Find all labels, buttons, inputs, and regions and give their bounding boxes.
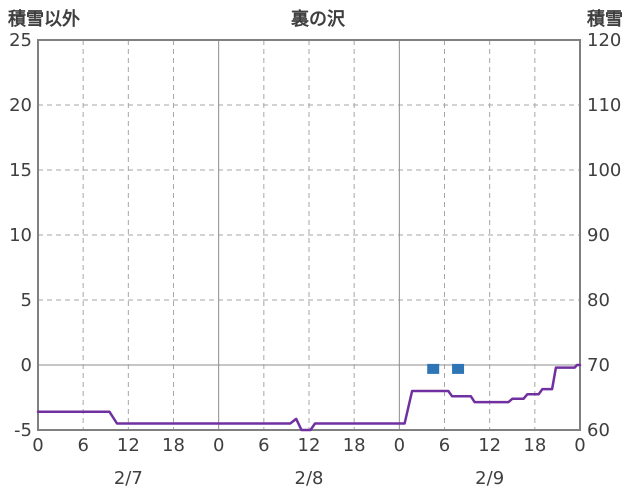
x-axis-tick: 6 xyxy=(258,435,269,456)
right-axis-tick: 110 xyxy=(587,95,621,116)
non-snow-marker xyxy=(427,363,440,374)
x-axis-tick: 6 xyxy=(439,435,450,456)
left-axis-tick: 0 xyxy=(21,355,32,376)
right-axis-tick: 100 xyxy=(587,160,621,181)
x-axis-tick: 0 xyxy=(394,435,405,456)
x-axis-tick: 18 xyxy=(523,435,546,456)
left-axis-title: 積雪以外 xyxy=(8,9,80,30)
x-axis-tick: 0 xyxy=(32,435,43,456)
right-axis-tick: 90 xyxy=(587,225,610,246)
x-axis-tick: 0 xyxy=(213,435,224,456)
right-axis-tick: 70 xyxy=(587,355,610,376)
x-axis-tick: 18 xyxy=(162,435,185,456)
right-axis-tick: 60 xyxy=(587,420,610,441)
non-snow-marker xyxy=(452,363,465,374)
x-axis-tick: 12 xyxy=(478,435,501,456)
x-axis-tick: 18 xyxy=(343,435,366,456)
day-label: 2/8 xyxy=(295,468,324,489)
x-axis-tick: 12 xyxy=(117,435,140,456)
right-axis-title: 積雪 xyxy=(587,9,623,30)
snow-depth-line xyxy=(36,363,582,432)
chart-title: 裏の沢 xyxy=(291,9,345,30)
x-axis-tick: 0 xyxy=(574,435,585,456)
x-axis-tick: 12 xyxy=(298,435,321,456)
left-axis-tick: 25 xyxy=(9,30,32,51)
left-axis-tick: 5 xyxy=(21,290,32,311)
left-axis-tick: 10 xyxy=(9,225,32,246)
right-axis-tick: 80 xyxy=(587,290,610,311)
right-axis-tick: 120 xyxy=(587,30,621,51)
left-axis-tick: -5 xyxy=(14,420,32,441)
day-label: 2/9 xyxy=(475,468,504,489)
left-axis-tick: 20 xyxy=(9,95,32,116)
left-axis-tick: 15 xyxy=(9,160,32,181)
day-label: 2/7 xyxy=(114,468,143,489)
x-axis-tick: 6 xyxy=(77,435,88,456)
